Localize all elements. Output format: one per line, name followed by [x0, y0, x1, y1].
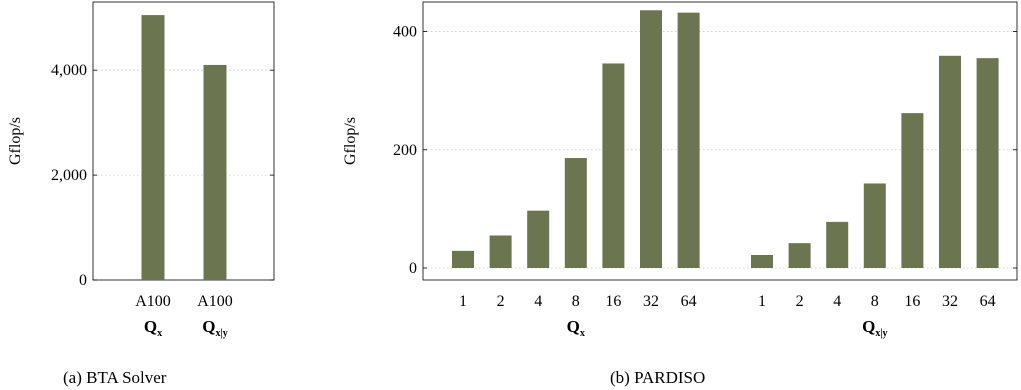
y-tick-label: 0	[409, 260, 417, 277]
group-labels-a: Qx Qx|y	[144, 317, 228, 339]
bar	[452, 250, 474, 268]
bars-a	[141, 15, 227, 281]
x-tick-label: A100	[197, 293, 233, 310]
bar	[751, 254, 773, 268]
bar	[863, 183, 886, 268]
group-label-subscript: x|y	[216, 328, 228, 339]
bar	[602, 63, 625, 268]
y-tick-label: 0	[79, 272, 87, 289]
x-tick-label: 4	[534, 293, 542, 310]
caption-b: (b) PARDISO	[610, 368, 705, 387]
bar	[141, 15, 165, 280]
x-tick-label: A100	[135, 293, 171, 310]
x-tick-label: 8	[871, 293, 879, 310]
bar	[203, 64, 227, 281]
y-tick-label: 400	[393, 24, 417, 41]
bar	[527, 210, 550, 268]
x-tick-label: 1	[459, 293, 467, 310]
group-label: Qx|y	[202, 317, 227, 339]
y-tick-label: 4,000	[51, 62, 87, 79]
group-label-main: Q	[567, 317, 580, 336]
bar	[939, 55, 961, 269]
group-label-subscript: x	[580, 328, 585, 339]
plot-frame-a	[92, 1, 275, 281]
bar	[677, 12, 700, 269]
bar	[826, 221, 849, 268]
x-tick-label: 32	[942, 293, 958, 310]
x-tick-label: 8	[572, 293, 580, 310]
y-tick-label: 200	[393, 142, 417, 159]
y-axis-label-a: Gflop/s	[7, 117, 24, 165]
group-label-main: Q	[202, 317, 215, 336]
x-tick-label: 1	[758, 293, 766, 310]
group-label: Qx	[144, 317, 162, 339]
bar	[788, 243, 811, 268]
x-ticks-b: 1 2 4 8 16 32 64 1 2 4 8 16 32 64	[459, 293, 996, 310]
x-tick-label: 64	[681, 293, 697, 310]
x-tick-label: 2	[497, 293, 505, 310]
y-axis-label-b: Gflop/s	[342, 117, 359, 165]
group-label-main: Q	[862, 317, 875, 336]
bar	[489, 235, 512, 268]
x-ticks-a: A100 A100	[135, 293, 233, 310]
x-tick-label: 16	[605, 293, 621, 310]
plot-frame-b	[422, 1, 1018, 281]
bar	[564, 158, 587, 268]
x-tick-label: 64	[980, 293, 996, 310]
bars-b	[452, 10, 999, 269]
y-ticks-a: 0 2,000 4,000	[51, 62, 274, 289]
grid-b	[423, 31, 1017, 269]
y-tick-label: 2,000	[51, 167, 87, 184]
group-label-main: Q	[144, 317, 157, 336]
group-label-subscript: x	[157, 328, 162, 339]
group-label: Qx|y	[862, 317, 887, 339]
bar	[976, 58, 999, 269]
group-label-subscript: x|y	[875, 328, 887, 339]
x-tick-label: 32	[643, 293, 659, 310]
x-tick-label: 16	[904, 293, 920, 310]
y-ticks-b: 0 200 400	[393, 24, 1017, 277]
bar	[901, 113, 924, 268]
group-label: Qx	[567, 317, 585, 339]
bar	[640, 10, 662, 269]
x-tick-label: 4	[833, 293, 841, 310]
x-tick-label: 2	[796, 293, 804, 310]
caption-a: (a) BTA Solver	[63, 368, 167, 387]
group-labels-b: Qx Qx|y	[567, 317, 888, 339]
grid-a	[93, 69, 274, 176]
